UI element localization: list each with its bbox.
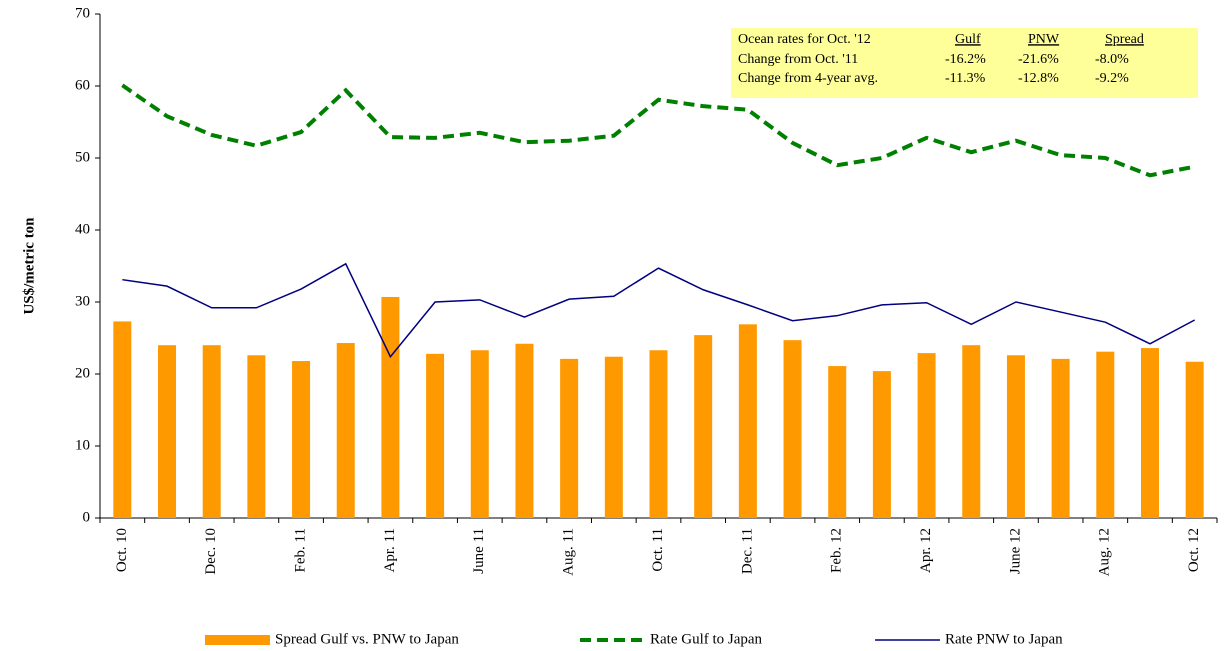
bar — [1185, 361, 1204, 518]
bar — [604, 356, 623, 518]
y-tick-label: 60 — [75, 77, 90, 93]
bar — [962, 345, 981, 518]
table-cell: -21.6% — [1018, 52, 1059, 67]
x-tick-label: Oct. 11 — [650, 528, 666, 572]
table-cell: -11.3% — [945, 71, 986, 86]
bar — [1140, 348, 1159, 518]
x-tick-label: Aug. 11 — [561, 528, 577, 576]
bar — [1096, 351, 1115, 518]
bar — [649, 350, 668, 518]
y-tick-label: 0 — [83, 509, 91, 525]
bar — [1051, 358, 1070, 518]
x-tick-label: Dec. 11 — [739, 528, 755, 574]
table-cell: Change from Oct. '11 — [738, 52, 858, 67]
x-tick-label: June 12 — [1007, 528, 1023, 574]
bar — [202, 345, 221, 518]
x-tick-label: Oct. 12 — [1186, 528, 1202, 572]
bar — [738, 324, 757, 518]
y-axis-label: US$/metric ton — [21, 217, 37, 315]
bar — [247, 355, 266, 518]
x-tick-label: Apr. 12 — [918, 528, 934, 573]
x-tick-label: Feb. 12 — [829, 528, 845, 573]
bar — [694, 335, 713, 518]
table-header: Spread — [1105, 32, 1144, 47]
legend-label: Spread Gulf vs. PNW to Japan — [275, 631, 459, 647]
y-tick-label: 70 — [75, 5, 90, 21]
annotation-table: Ocean rates for Oct. '12 Gulf PNW Spread Cha… — [738, 32, 1144, 86]
bar — [783, 340, 802, 518]
legend-label: Rate PNW to Japan — [945, 631, 1063, 647]
bar — [158, 345, 177, 518]
table-cell: -16.2% — [945, 52, 986, 67]
bar — [426, 353, 445, 518]
table-cell: Change from 4-year avg. — [738, 71, 878, 86]
y-tick-label: 50 — [75, 149, 90, 165]
x-tick-label: Apr. 11 — [382, 528, 398, 572]
x-tick-label: Aug. 12 — [1097, 528, 1113, 576]
x-tick-label: Feb. 11 — [292, 528, 308, 572]
table-header: PNW — [1028, 32, 1060, 47]
table-cell: -8.0% — [1095, 52, 1129, 67]
x-tick-label: June 11 — [471, 528, 487, 574]
bar — [560, 358, 579, 518]
bar — [515, 343, 534, 518]
y-tick-label: 20 — [75, 365, 90, 381]
table-cell: -12.8% — [1018, 71, 1059, 86]
y-tick-label: 10 — [75, 437, 90, 453]
bar — [917, 353, 936, 518]
bar — [113, 321, 132, 518]
bar — [828, 366, 847, 518]
x-tick-label: Dec. 10 — [203, 528, 219, 575]
bar — [1006, 355, 1025, 518]
bar — [381, 296, 400, 518]
annotation-box — [731, 28, 1198, 98]
bar — [292, 361, 311, 518]
bar — [872, 371, 891, 518]
y-tick-label: 30 — [75, 293, 90, 309]
y-tick-label: 40 — [75, 221, 90, 237]
legend-label: Rate Gulf to Japan — [650, 631, 763, 647]
x-tick-label: Oct. 10 — [114, 528, 130, 572]
line-series — [122, 262, 1196, 359]
line-series — [121, 83, 1196, 178]
bar — [470, 350, 489, 518]
table-header: Ocean rates for Oct. '12 — [738, 32, 871, 47]
table-header: Gulf — [955, 32, 981, 47]
legend-swatch — [205, 635, 270, 645]
table-cell: -9.2% — [1095, 71, 1129, 86]
bar — [336, 343, 355, 518]
